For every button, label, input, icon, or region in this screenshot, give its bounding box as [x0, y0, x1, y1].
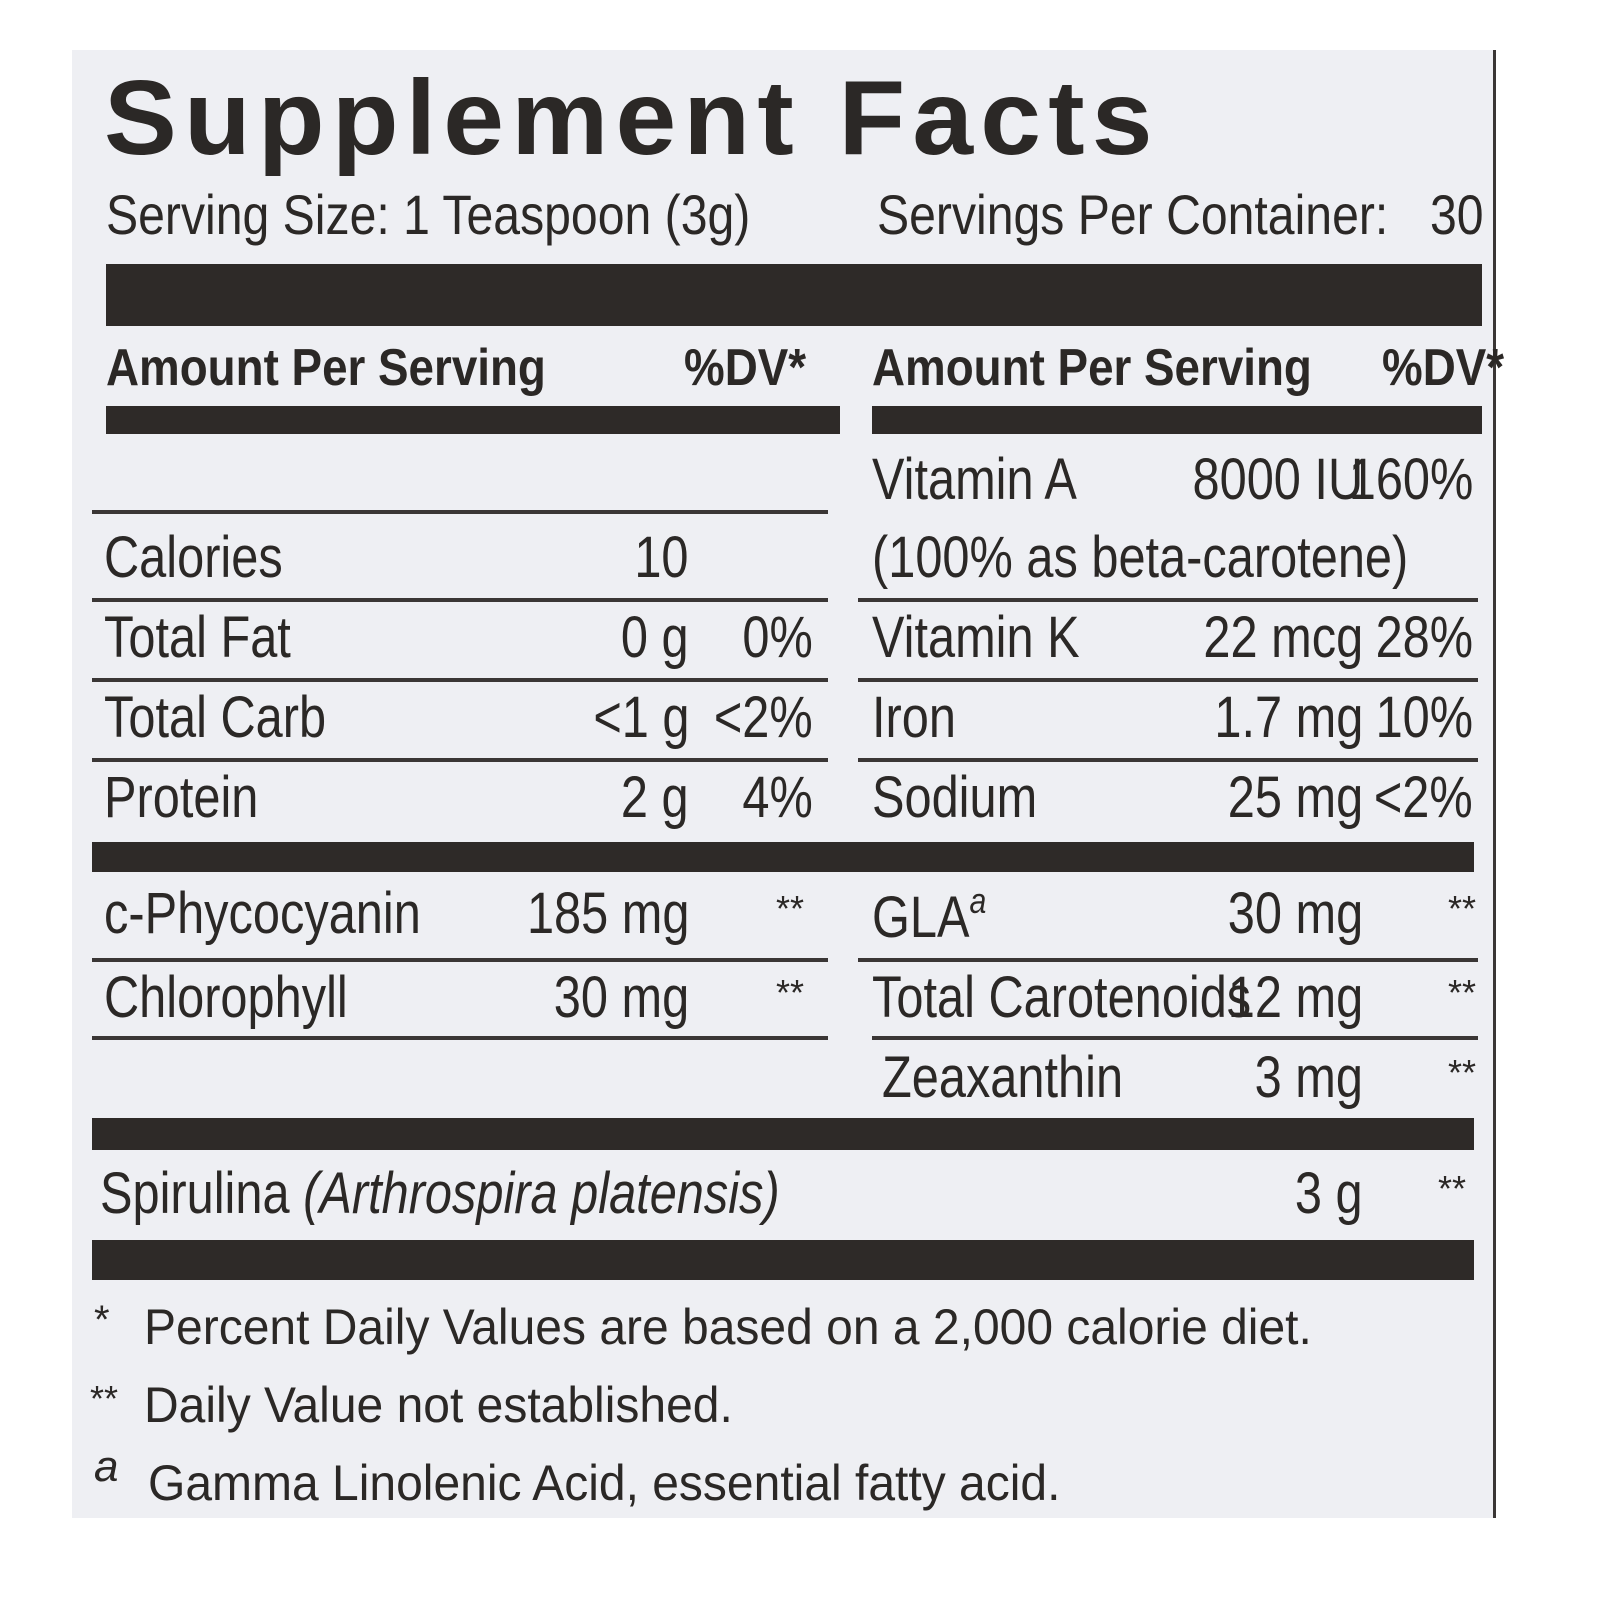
thick-divider-top — [106, 264, 1482, 326]
divider — [92, 1036, 828, 1040]
nutrient-amount: 30 mg — [553, 965, 689, 1030]
spirulina-common-name: Spirulina — [100, 1161, 290, 1226]
servings-per-container-label: Servings Per Container: — [877, 183, 1389, 246]
thick-divider-bottom — [92, 1240, 1474, 1280]
nutrient-amount: 3 mg — [1254, 1045, 1363, 1110]
footnote-mark: a — [94, 1442, 119, 1491]
divider — [858, 678, 1478, 682]
nutrient-name: GLAa — [872, 880, 986, 951]
nutrient-name: Calories — [104, 525, 283, 590]
nutrient-name: Vitamin A — [872, 447, 1077, 512]
nutrient-amount: 25 mg — [1227, 765, 1363, 830]
footnote-text: Percent Daily Values are based on a 2,00… — [144, 1299, 1312, 1355]
thick-divider-lower — [92, 1118, 1474, 1150]
nutrient-dv: 160% — [1348, 447, 1473, 512]
spirulina-latin-name: (Arthrospira platensis) — [303, 1161, 780, 1226]
nutrient-amount: 1.7 mg — [1214, 685, 1363, 750]
nutrient-amount: <1 g — [592, 685, 689, 750]
supplement-facts-label: Supplement Facts Serving Size: 1 Teaspoo… — [72, 50, 1504, 1518]
footnote-text: Daily Value not established. — [144, 1377, 733, 1433]
divider — [92, 758, 828, 762]
nutrient-amount: 0 g — [621, 605, 689, 670]
nutrient-amount: 185 mg — [526, 881, 689, 946]
nutrient-dv: 0% — [742, 605, 813, 670]
divider — [858, 958, 1478, 962]
nutrient-name: Total Carb — [104, 685, 327, 750]
spirulina-dv: ** — [1438, 1168, 1467, 1209]
divider — [92, 678, 828, 682]
spirulina-amount: 3 g — [1295, 1161, 1363, 1226]
right-header-dv: %DV* — [1382, 339, 1505, 397]
nutrient-name: Sodium — [872, 765, 1038, 830]
footnote-mark: ** — [90, 1378, 119, 1419]
left-header-amount: Amount Per Serving — [106, 339, 546, 397]
nutrient-dv: 10% — [1375, 685, 1473, 750]
nutrient-amount: 10 — [634, 525, 689, 590]
divider — [858, 758, 1478, 762]
servings-per-container-value: 30 — [1430, 183, 1484, 246]
nutrient-amount: 8000 IU — [1192, 447, 1363, 512]
nutrient-name: Total Fat — [104, 605, 291, 670]
nutrient-dv: ** — [1448, 1052, 1477, 1093]
footnote-a-marker: a — [969, 880, 987, 921]
label-title: Supplement Facts — [104, 59, 1160, 177]
footnote-text: Gamma Linolenic Acid, essential fatty ac… — [148, 1455, 1061, 1511]
divider — [92, 958, 828, 962]
nutrient-name: Chlorophyll — [104, 965, 348, 1030]
spirulina-name: Spirulina (Arthrospira platensis) — [100, 1160, 780, 1227]
nutrient-name-text: GLA — [872, 885, 970, 950]
right-header-bar — [872, 406, 1482, 434]
serving-size: Serving Size: 1 Teaspoon (3g) — [106, 183, 751, 246]
nutrient-note: (100% as beta-carotene) — [872, 525, 1409, 590]
divider — [92, 598, 828, 602]
nutrient-name: Protein — [104, 765, 259, 830]
nutrient-name: Iron — [872, 685, 956, 750]
nutrient-dv: <2% — [1374, 765, 1473, 830]
nutrient-name: Vitamin K — [872, 605, 1080, 670]
nutrient-amount: 12 mg — [1227, 965, 1363, 1030]
nutrient-amount: 22 mcg — [1203, 605, 1363, 670]
nutrient-dv: <2% — [714, 685, 813, 750]
nutrient-dv: 4% — [742, 765, 813, 830]
right-header-amount: Amount Per Serving — [872, 339, 1312, 397]
footnote-mark: * — [94, 1298, 110, 1342]
nutrient-dv: ** — [776, 972, 805, 1013]
nutrient-dv: ** — [776, 888, 805, 929]
nutrient-dv: ** — [1448, 888, 1477, 929]
thick-divider-middle — [92, 842, 1474, 872]
divider — [92, 510, 828, 514]
nutrient-dv: ** — [1448, 972, 1477, 1013]
nutrient-name: Zeaxanthin — [882, 1045, 1124, 1110]
left-header-dv: %DV* — [684, 339, 807, 397]
nutrient-name: Total Carotenoids — [872, 965, 1252, 1030]
nutrient-amount: 2 g — [621, 765, 689, 830]
divider — [858, 598, 1478, 602]
divider — [872, 1036, 1478, 1040]
nutrient-amount: 30 mg — [1227, 881, 1363, 946]
nutrient-name: c-Phycocyanin — [104, 881, 421, 946]
nutrient-dv: 28% — [1375, 605, 1473, 670]
left-header-bar — [106, 406, 840, 434]
